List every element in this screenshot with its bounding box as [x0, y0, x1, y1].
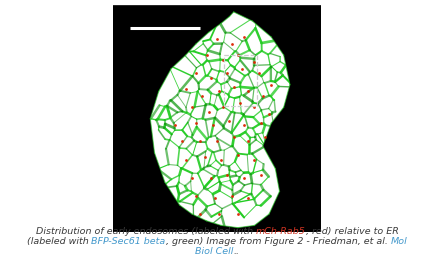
Bar [224, 55, 256, 106]
Text: BFP-Sec61 beta: BFP-Sec61 beta [92, 237, 166, 246]
Text: (labeled with: (labeled with [26, 237, 92, 246]
PathPatch shape [113, 5, 321, 232]
Text: mCh-Rab5: mCh-Rab5 [256, 227, 306, 236]
Text: ..: .. [233, 247, 239, 256]
Text: , green) Image from Figure 2 - Friedman, et al.: , green) Image from Figure 2 - Friedman,… [166, 237, 391, 246]
Text: Mol: Mol [391, 237, 408, 246]
Text: , red) relative to ER: , red) relative to ER [306, 227, 398, 236]
Text: Distribution of early endosomes (labeled with: Distribution of early endosomes (labeled… [36, 227, 256, 236]
Text: Biol Cell: Biol Cell [195, 247, 233, 256]
